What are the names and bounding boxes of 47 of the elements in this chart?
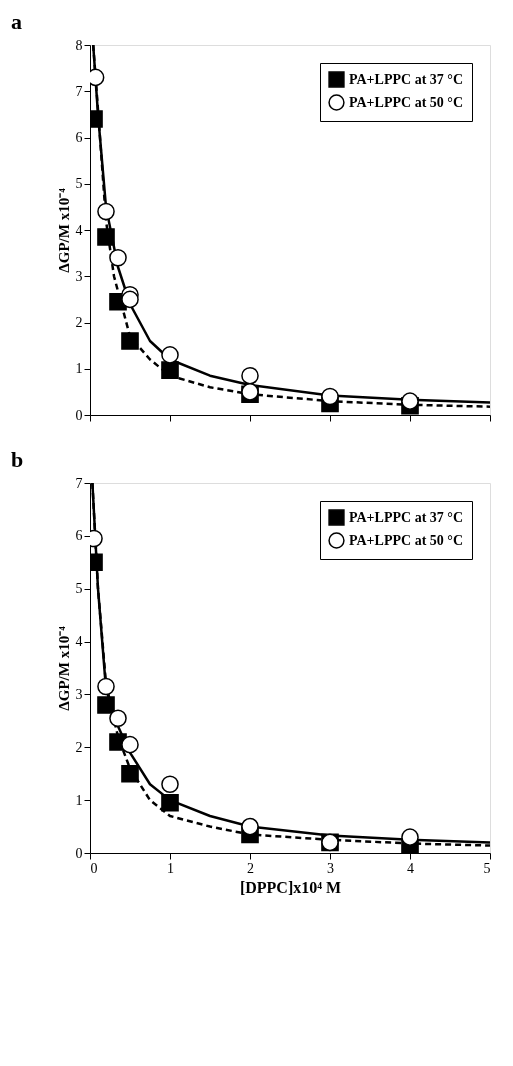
y-tick-label: 1	[75, 361, 83, 377]
x-tick-label: 3	[327, 860, 334, 876]
y-tick-label: 2	[75, 315, 83, 330]
y-tick-label: 6	[75, 130, 83, 145]
point	[401, 392, 419, 410]
point	[109, 709, 127, 728]
y-tick-label: 3	[75, 686, 83, 702]
point	[161, 346, 179, 364]
y-tick-label: 4	[75, 222, 83, 238]
legend-label: PA+LPPC at 50 °C	[349, 532, 464, 548]
point	[121, 290, 139, 309]
chart-title: b	[11, 447, 24, 472]
y-tick-label: 1	[75, 792, 83, 808]
point	[241, 817, 259, 836]
legend-label: PA+LPPC at 50 °C	[349, 94, 464, 110]
chart-title: a	[11, 9, 22, 34]
point	[321, 387, 339, 406]
point	[109, 248, 127, 267]
point	[121, 735, 139, 754]
x-tick-label: 5	[483, 860, 491, 876]
legend-label: PA+LPPC at 37 °C	[349, 509, 464, 525]
point	[401, 828, 419, 846]
point	[121, 332, 139, 350]
y-tick-label: 0	[75, 845, 83, 861]
y-axis-title: ΔGP/M x10⁻⁴	[55, 625, 72, 711]
y-tick-label: 3	[75, 268, 83, 284]
y-tick-label: 6	[75, 528, 83, 544]
y-tick-label: 2	[75, 739, 83, 755]
x-tick-label: 1	[167, 860, 174, 876]
y-tick-label: 7	[75, 83, 83, 99]
point	[97, 677, 115, 696]
x-tick-label: 0	[90, 860, 98, 876]
x-tick-label: 2	[247, 860, 254, 876]
y-tick-label: 7	[75, 475, 83, 491]
point	[161, 775, 179, 794]
y-tick-label: 4	[75, 634, 83, 650]
x-tick-label: 4	[407, 860, 414, 876]
y-tick-label: 0	[75, 407, 83, 423]
point	[121, 764, 139, 783]
y-tick-label: 8	[75, 37, 83, 53]
point	[241, 366, 259, 385]
y-tick-label: 5	[75, 176, 83, 192]
point	[97, 202, 115, 221]
y-axis-title: ΔGP/M x10⁻⁴	[55, 187, 72, 273]
x-axis-title: [DPPC]x10⁴ M	[239, 878, 342, 896]
y-tick-label: 5	[75, 581, 83, 597]
legend-label: PA+LPPC at 37 °C	[349, 71, 464, 87]
